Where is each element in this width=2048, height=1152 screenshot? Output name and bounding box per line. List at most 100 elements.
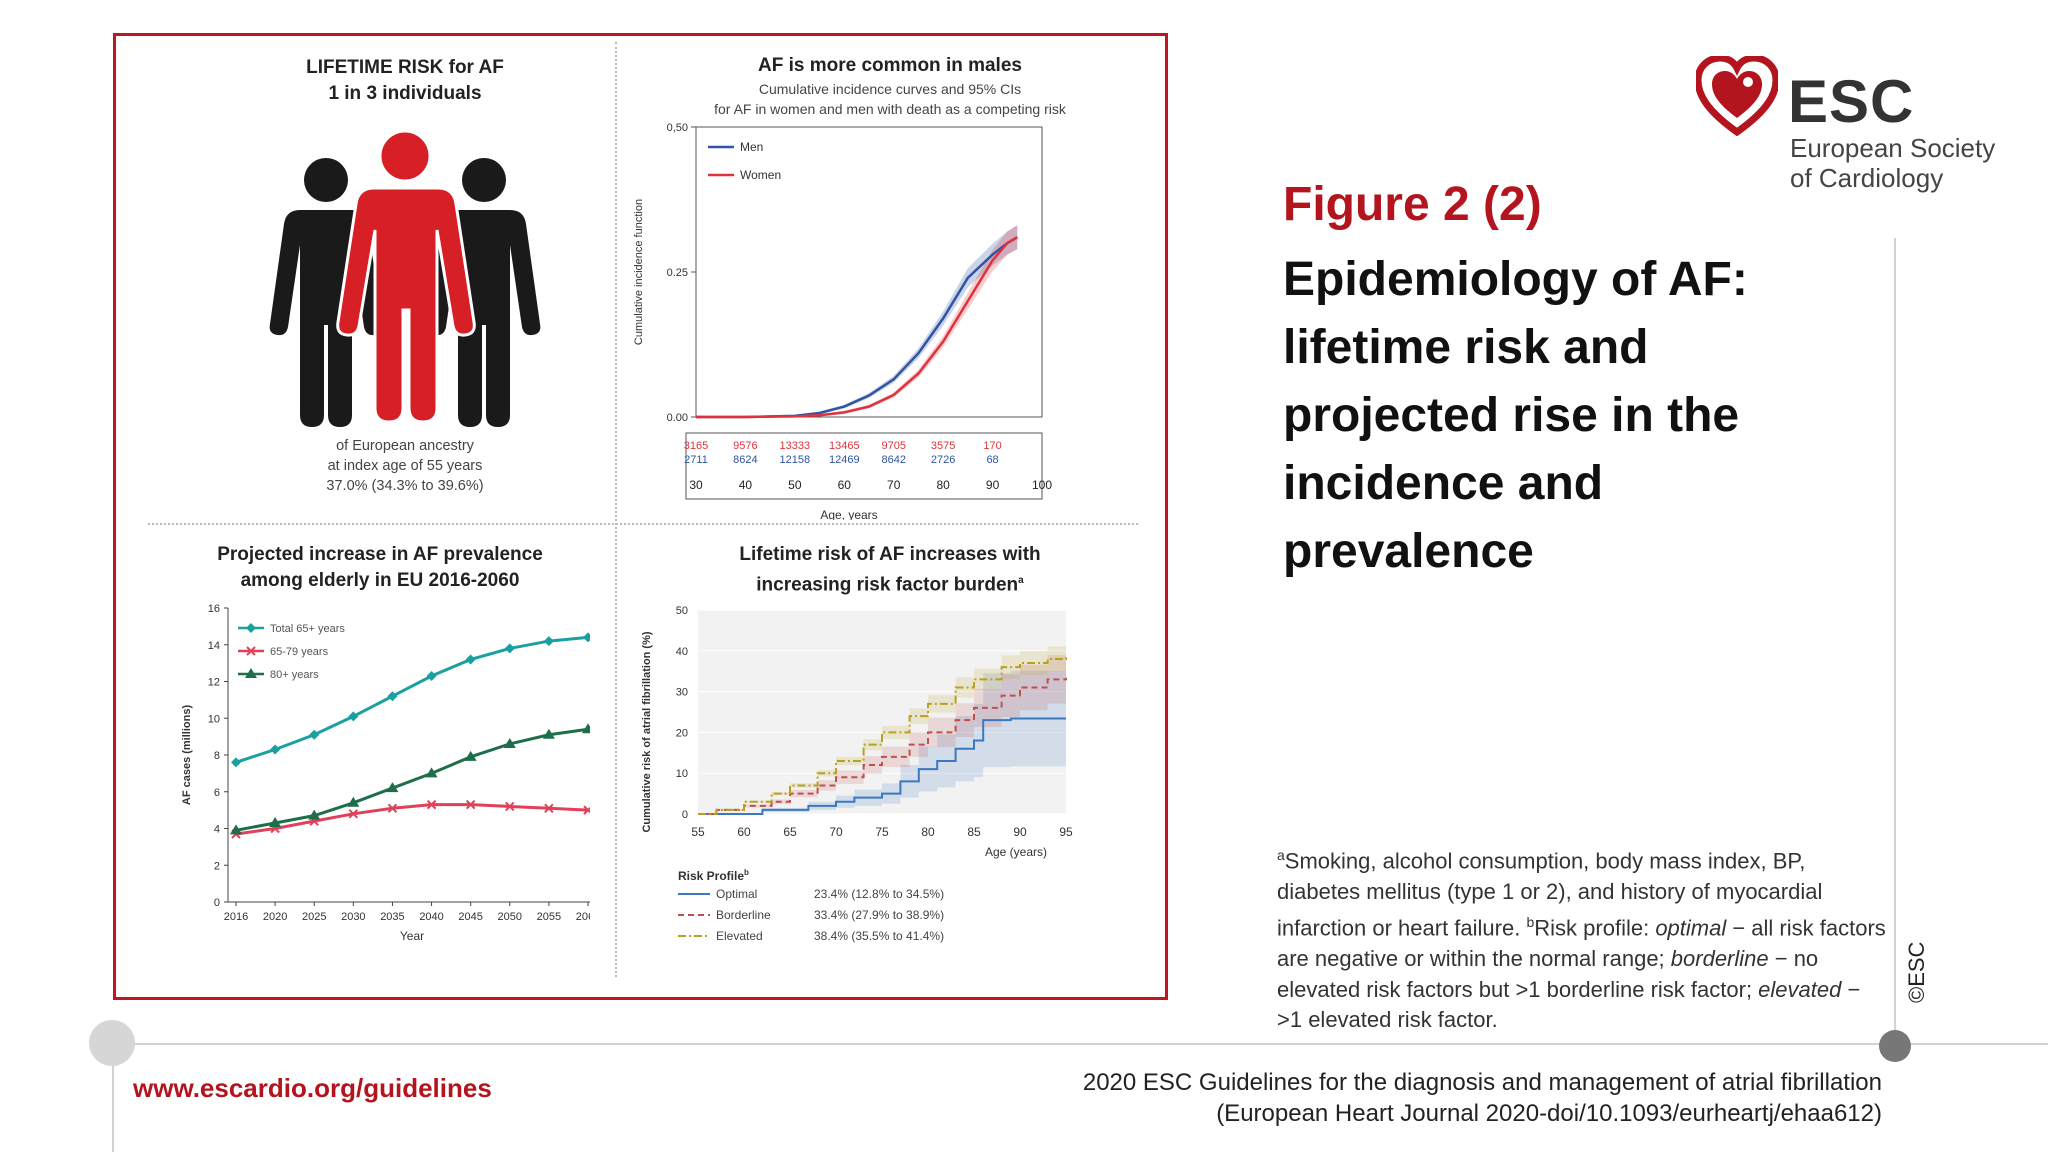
- plot-background: [698, 610, 1066, 814]
- legend-label: Borderline: [716, 908, 771, 922]
- data-point: [583, 632, 590, 643]
- chart-prevalence: 0 2 4 6 8 10 12 14 16 2016 2020 2025 2030 2035 2040 204…: [181, 603, 590, 943]
- y-tick-label: 8: [214, 750, 220, 762]
- data-point: [543, 636, 554, 647]
- person-left-icon: [269, 158, 383, 427]
- legend-label: 80+ years: [270, 669, 319, 681]
- data-point: [309, 729, 320, 740]
- data-point: [505, 801, 515, 812]
- footnote-borderline-text: − no elevated risk factors but >1 border…: [1277, 946, 1819, 1002]
- chart-prevalence-title-line1: Projected increase in AF prevalence: [217, 544, 543, 565]
- x-tick-label: 2050: [498, 911, 522, 923]
- series-line-men: [696, 236, 1018, 419]
- y-tick-label: 50: [676, 605, 688, 617]
- x-tick-label: 2030: [341, 911, 365, 923]
- footnote-borderline: borderline: [1670, 946, 1769, 972]
- person-highlighted-icon: [336, 130, 476, 424]
- esc-logo-name: ESC: [1788, 68, 1915, 135]
- legend-label: 65-79 years: [270, 646, 329, 658]
- data-point: [426, 670, 437, 681]
- y-tick-label: 0.25: [667, 267, 688, 279]
- x-tick-label: 70: [829, 825, 843, 839]
- right-vertical-rule: [1894, 238, 1896, 1030]
- at-risk-men: 2726: [931, 454, 955, 466]
- x-tick-label: 65: [783, 825, 797, 839]
- y-tick-label: 14: [208, 640, 220, 652]
- x-tick-label: 40: [739, 478, 753, 492]
- at-risk-women: 170: [983, 440, 1001, 452]
- series-line: [235, 727, 589, 832]
- legend-label: Men: [740, 140, 763, 154]
- data-point: [230, 824, 242, 835]
- footnote-optimal: optimal: [1655, 915, 1727, 941]
- data-point: [348, 809, 359, 819]
- footer-left-dot: [89, 1020, 135, 1066]
- at-risk-women: 9705: [881, 440, 905, 452]
- chart-males-title: AF is more common in males: [758, 55, 1022, 76]
- panel-divider-horizontal: [148, 523, 1138, 525]
- at-risk-women: 13333: [780, 440, 811, 452]
- data-point: [464, 750, 477, 761]
- y-tick-label: 12: [208, 677, 220, 689]
- y-tick-label: 6: [214, 787, 220, 799]
- chart-males: 0.00 0.25 0,50 Cumulative incidence functio…: [633, 122, 1052, 520]
- footer-url-link[interactable]: www.escardio.org/guidelines: [133, 1073, 492, 1103]
- legend-ci: 23.4% (12.8% to 34.5%): [814, 887, 944, 901]
- chart-males-subtitle-line1: Cumulative incidence curves and 95% CIs: [758, 81, 1022, 97]
- x-tick-label: 2016: [224, 911, 248, 923]
- series-line: [235, 635, 589, 764]
- people-icon: [269, 130, 541, 427]
- data-point: [503, 737, 516, 748]
- data-point: [544, 803, 554, 813]
- x-tick-label: 80: [936, 478, 950, 492]
- at-risk-women: 9576: [733, 440, 757, 452]
- data-point: [387, 803, 398, 813]
- data-point: [347, 796, 360, 807]
- legend-title: Risk Profileb: [678, 868, 749, 883]
- figure-title: Figure 2 (2): [1283, 178, 1542, 231]
- chart-riskfactor-title-line2: increasing risk factor burden: [756, 574, 1019, 596]
- x-tick-label: 60: [838, 478, 852, 492]
- data-point: [426, 799, 437, 810]
- footer-left-rule: [112, 1066, 114, 1152]
- footnote-a-text: Smoking, alcohol consumption, body mass …: [1277, 848, 1823, 941]
- esc-logo-fullname: European Society of Cardiology: [1790, 133, 1995, 193]
- figure-subtitle: Epidemiology of AF: lifetime risk and pr…: [1283, 253, 1748, 578]
- x-tick-label: 80: [921, 825, 935, 839]
- x-tick-label: 2055: [537, 911, 561, 923]
- y-tick-label: 0,50: [667, 122, 688, 134]
- data-point: [348, 711, 359, 722]
- data-point: [386, 782, 399, 793]
- x-tick-label: 85: [967, 825, 981, 839]
- footer-right-dot: [1879, 1030, 1911, 1062]
- chart-riskfactor: 0 10 20 30 40 50 55 60 65 70 75 80 85 90 95 Age (years)…: [641, 605, 1073, 943]
- chart-males-subtitle: Cumulative incidence curves and 95% CIs …: [640, 79, 1140, 119]
- y-axis-label: Cumulative incidence function: [633, 199, 645, 345]
- caption-line1: of European ancestry: [336, 438, 474, 454]
- x-tick-label: 55: [691, 825, 705, 839]
- at-risk-men: 12469: [829, 454, 860, 466]
- series-line: [235, 803, 589, 836]
- at-risk-men: 2711: [684, 454, 708, 466]
- y-tick-label: 40: [676, 646, 688, 658]
- panel-divider-vertical: [615, 42, 617, 977]
- x-tick-label: 2045: [458, 911, 482, 923]
- x-tick-label: 2040: [419, 911, 443, 923]
- data-point: [583, 806, 590, 815]
- copyright: ©ESC: [1904, 941, 1929, 1003]
- x-axis-label: Age (years): [985, 845, 1047, 859]
- esc-logo-line1: European Society: [1790, 133, 1996, 163]
- caption-line2: at index age of 55 years: [327, 458, 483, 474]
- footnote-elevated: elevated: [1758, 976, 1842, 1002]
- legend-title-mark: b: [744, 868, 749, 877]
- footnote: aSmoking, alcohol consumption, body mass…: [1277, 840, 1887, 1036]
- data-point: [387, 691, 398, 702]
- at-risk-women: 3165: [684, 440, 708, 452]
- y-axis-label: AF cases (millions): [181, 705, 193, 806]
- footer-reference: 2020 ESC Guidelines for the diagnosis an…: [1083, 1067, 1882, 1129]
- footer-reference-line2: (European Heart Journal 2020-doi/10.1093…: [1216, 1100, 1882, 1127]
- data-point: [308, 809, 321, 820]
- legend-ci: 33.4% (27.9% to 38.9%): [814, 908, 944, 922]
- lifetime-risk-caption: of European ancestry at index age of 55 …: [250, 436, 560, 496]
- esc-heart-logo-icon: [1696, 56, 1778, 136]
